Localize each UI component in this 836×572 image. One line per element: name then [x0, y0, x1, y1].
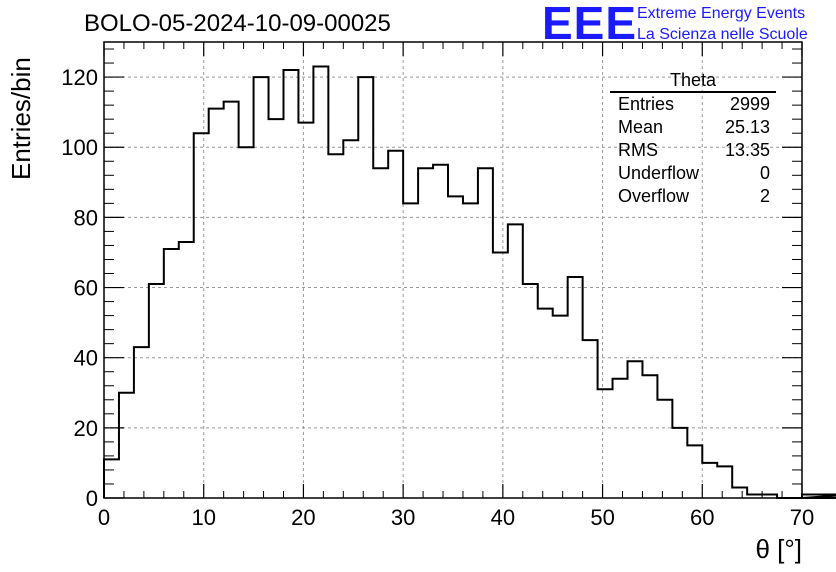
y-tick-label: 40 [74, 346, 98, 371]
stats-row-entries: Entries 2999 [610, 93, 776, 116]
stats-label: Underflow [618, 163, 700, 183]
stats-value: 2 [759, 186, 770, 206]
stats-label: Entries [618, 94, 675, 114]
y-axis-label: Entries/bin [6, 57, 36, 180]
stats-label: Overflow [618, 186, 690, 206]
x-tick-label: 10 [191, 505, 215, 530]
stats-row-mean: Mean 25.13 [610, 116, 776, 139]
chart-title: BOLO-05-2024-10-09-00025 [84, 10, 391, 37]
x-tick-label: 0 [98, 505, 110, 530]
logo-caption: Extreme Energy Events La Scienza nelle S… [637, 3, 808, 45]
eee-logo: EEE [542, 0, 638, 49]
logo-line-2: La Scienza nelle Scuole [637, 26, 808, 43]
plot-frame [103, 41, 803, 499]
y-tick-label: 100 [61, 135, 98, 160]
stats-title: Theta [610, 70, 776, 93]
stats-row-underflow: Underflow 0 [610, 162, 776, 185]
y-tick-label: 20 [74, 416, 98, 441]
y-tick-label: 120 [61, 65, 98, 90]
x-tick-label: 30 [391, 505, 415, 530]
histogram-series [103, 65, 836, 499]
x-tick-label: 40 [491, 505, 515, 530]
x-tick-label: 20 [291, 505, 315, 530]
stats-row-overflow: Overflow 2 [610, 185, 776, 208]
y-tick-label: 0 [86, 486, 98, 511]
y-tick-label: 60 [74, 276, 98, 301]
stats-value: 0 [759, 163, 770, 183]
y-tick-label: 80 [74, 205, 98, 230]
stats-label: Mean [618, 117, 664, 137]
y-tick-labels: 0 20 40 60 80 100 120 [61, 65, 98, 511]
x-tick-label: 50 [590, 505, 614, 530]
x-tick-label: 70 [790, 505, 814, 530]
stats-value: 2999 [729, 94, 770, 114]
stats-value: 25.13 [724, 117, 770, 137]
stats-row-rms: RMS 13.35 [610, 139, 776, 162]
grid-lines [104, 42, 802, 498]
stats-value: 13.35 [724, 140, 770, 160]
x-tick-label: 60 [690, 505, 714, 530]
logo-line-1: Extreme Energy Events [637, 5, 806, 22]
stats-box: Theta Entries 2999 Mean 25.13 RMS 13.35 … [610, 70, 776, 208]
stats-label: RMS [618, 140, 658, 160]
x-axis-label: θ [°] [755, 534, 802, 564]
x-tick-labels: 0 10 20 30 40 50 60 70 [98, 505, 814, 530]
